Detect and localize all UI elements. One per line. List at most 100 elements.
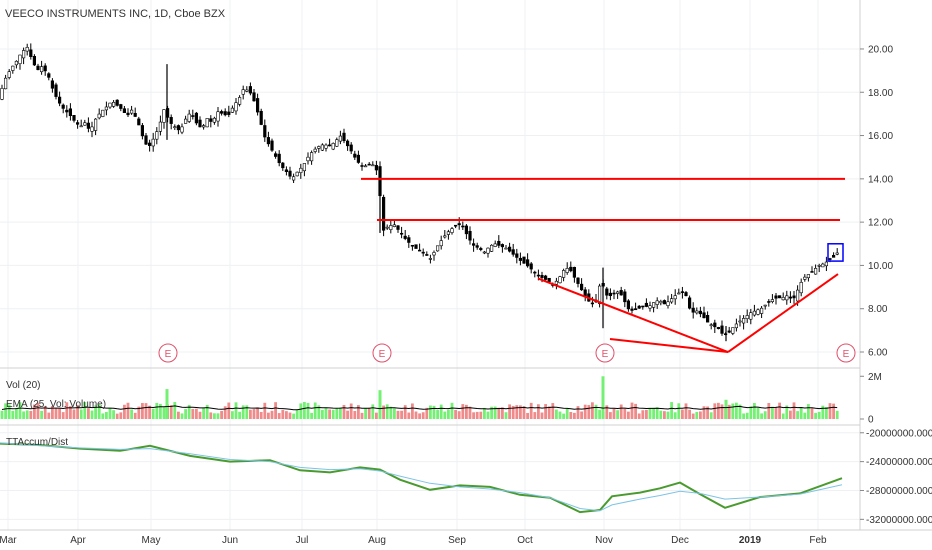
candle-body (266, 137, 271, 145)
price-tick-label: 10.00 (868, 261, 893, 272)
volume-bar (558, 411, 562, 419)
candle-body (32, 56, 36, 66)
volume-bar (699, 411, 702, 419)
candle-body (144, 135, 148, 145)
candle-body (248, 86, 253, 94)
volume-bar (385, 404, 389, 419)
candle-body (662, 300, 666, 305)
volume-bar (310, 412, 313, 419)
price-axis[interactable]: 20.00 18.00 16.00 14.00 12.00 10.00 8.00 6.00 (860, 44, 893, 359)
volume-bar (785, 405, 789, 419)
earnings-marker[interactable]: E (836, 343, 856, 363)
candle-body (493, 243, 497, 247)
candle-body (259, 110, 263, 125)
volume-bar (133, 412, 137, 419)
candle-body (108, 102, 112, 108)
volume-bar (580, 411, 583, 419)
volume-bar (501, 407, 504, 419)
volume-bar (695, 411, 699, 419)
volume-bar (810, 408, 814, 419)
volume-bar (245, 405, 249, 419)
volume-bar (461, 404, 465, 419)
candle-body (749, 312, 753, 320)
candle-body (731, 327, 735, 334)
volume-bar (292, 413, 295, 419)
candle-body (151, 138, 155, 147)
volume-bar (29, 410, 33, 419)
candle-body (212, 117, 217, 123)
candle-body (270, 140, 274, 151)
candle-body (302, 163, 307, 172)
volume-bar (227, 402, 231, 419)
volume-bar (342, 404, 346, 419)
volume-bar (727, 404, 731, 419)
candle-body (166, 108, 170, 118)
candle-body (439, 240, 443, 247)
candle-body (4, 77, 8, 90)
candle-body (104, 106, 108, 111)
volume-bar (760, 413, 763, 419)
volume-bar (799, 407, 803, 419)
candle-body (518, 257, 522, 261)
volume-bar (4, 403, 7, 419)
volume-bar (529, 402, 533, 419)
candle-body (252, 92, 256, 102)
volume-bar (288, 412, 292, 419)
volume-bar (400, 410, 403, 419)
volume-bar (486, 411, 490, 419)
earnings-marker[interactable]: E (158, 343, 178, 363)
volume-bar (742, 413, 745, 419)
volume-bar (803, 412, 807, 419)
accum-tick-label: -20000000.0000 (866, 428, 932, 439)
trendlines (361, 177, 845, 354)
candle-body (414, 244, 418, 249)
volume-bar (792, 402, 796, 419)
candle-body (547, 277, 551, 282)
volume-bar (375, 412, 378, 419)
earnings-marker[interactable]: E (372, 343, 392, 363)
candle-body (461, 225, 465, 228)
volume-bar (623, 408, 627, 419)
earnings-marker[interactable]: E (595, 343, 615, 363)
volume-bar (393, 408, 396, 419)
candle-body (140, 125, 145, 137)
candle-body (421, 251, 425, 254)
volume-bar (184, 409, 187, 419)
candle-body (317, 146, 321, 149)
volume-bar (15, 407, 18, 419)
candle-body (126, 112, 130, 116)
candle-body (522, 256, 526, 264)
time-axis[interactable]: Mar Apr May Jun Jul Aug Sep Oct Nov Dec 2019 Feb (0, 535, 827, 546)
volume-ema-line (1, 405, 838, 411)
candle-body (695, 310, 699, 314)
candle-body (824, 261, 828, 267)
volume-bar (663, 411, 666, 419)
volume-bar (457, 411, 461, 419)
candle-body (835, 252, 839, 255)
volume-bar (659, 410, 663, 419)
candle-body (7, 71, 11, 78)
candle-body (504, 247, 508, 250)
candle-body (428, 258, 433, 260)
candle-body (389, 225, 393, 230)
volume-axis[interactable]: 2M 0 (860, 372, 882, 426)
volume-bar (569, 411, 573, 419)
volume-bar (61, 412, 65, 419)
trendline (537, 277, 729, 353)
volume-bar (162, 407, 166, 419)
candle-body (687, 297, 692, 309)
candle-body (191, 115, 195, 117)
candle-body (205, 118, 209, 128)
candle-body (119, 104, 123, 109)
candle-body (130, 109, 134, 114)
volume-bar (774, 406, 778, 419)
volume-bar (828, 403, 832, 419)
candle-body (227, 111, 231, 115)
price-tick-label: 12.00 (868, 218, 893, 229)
accum-axis[interactable]: -20000000.0000 -24000000.0000 -28000000.00… (860, 428, 932, 526)
volume-bar (490, 406, 493, 419)
candle-body (0, 88, 4, 100)
candle-body (94, 118, 98, 131)
